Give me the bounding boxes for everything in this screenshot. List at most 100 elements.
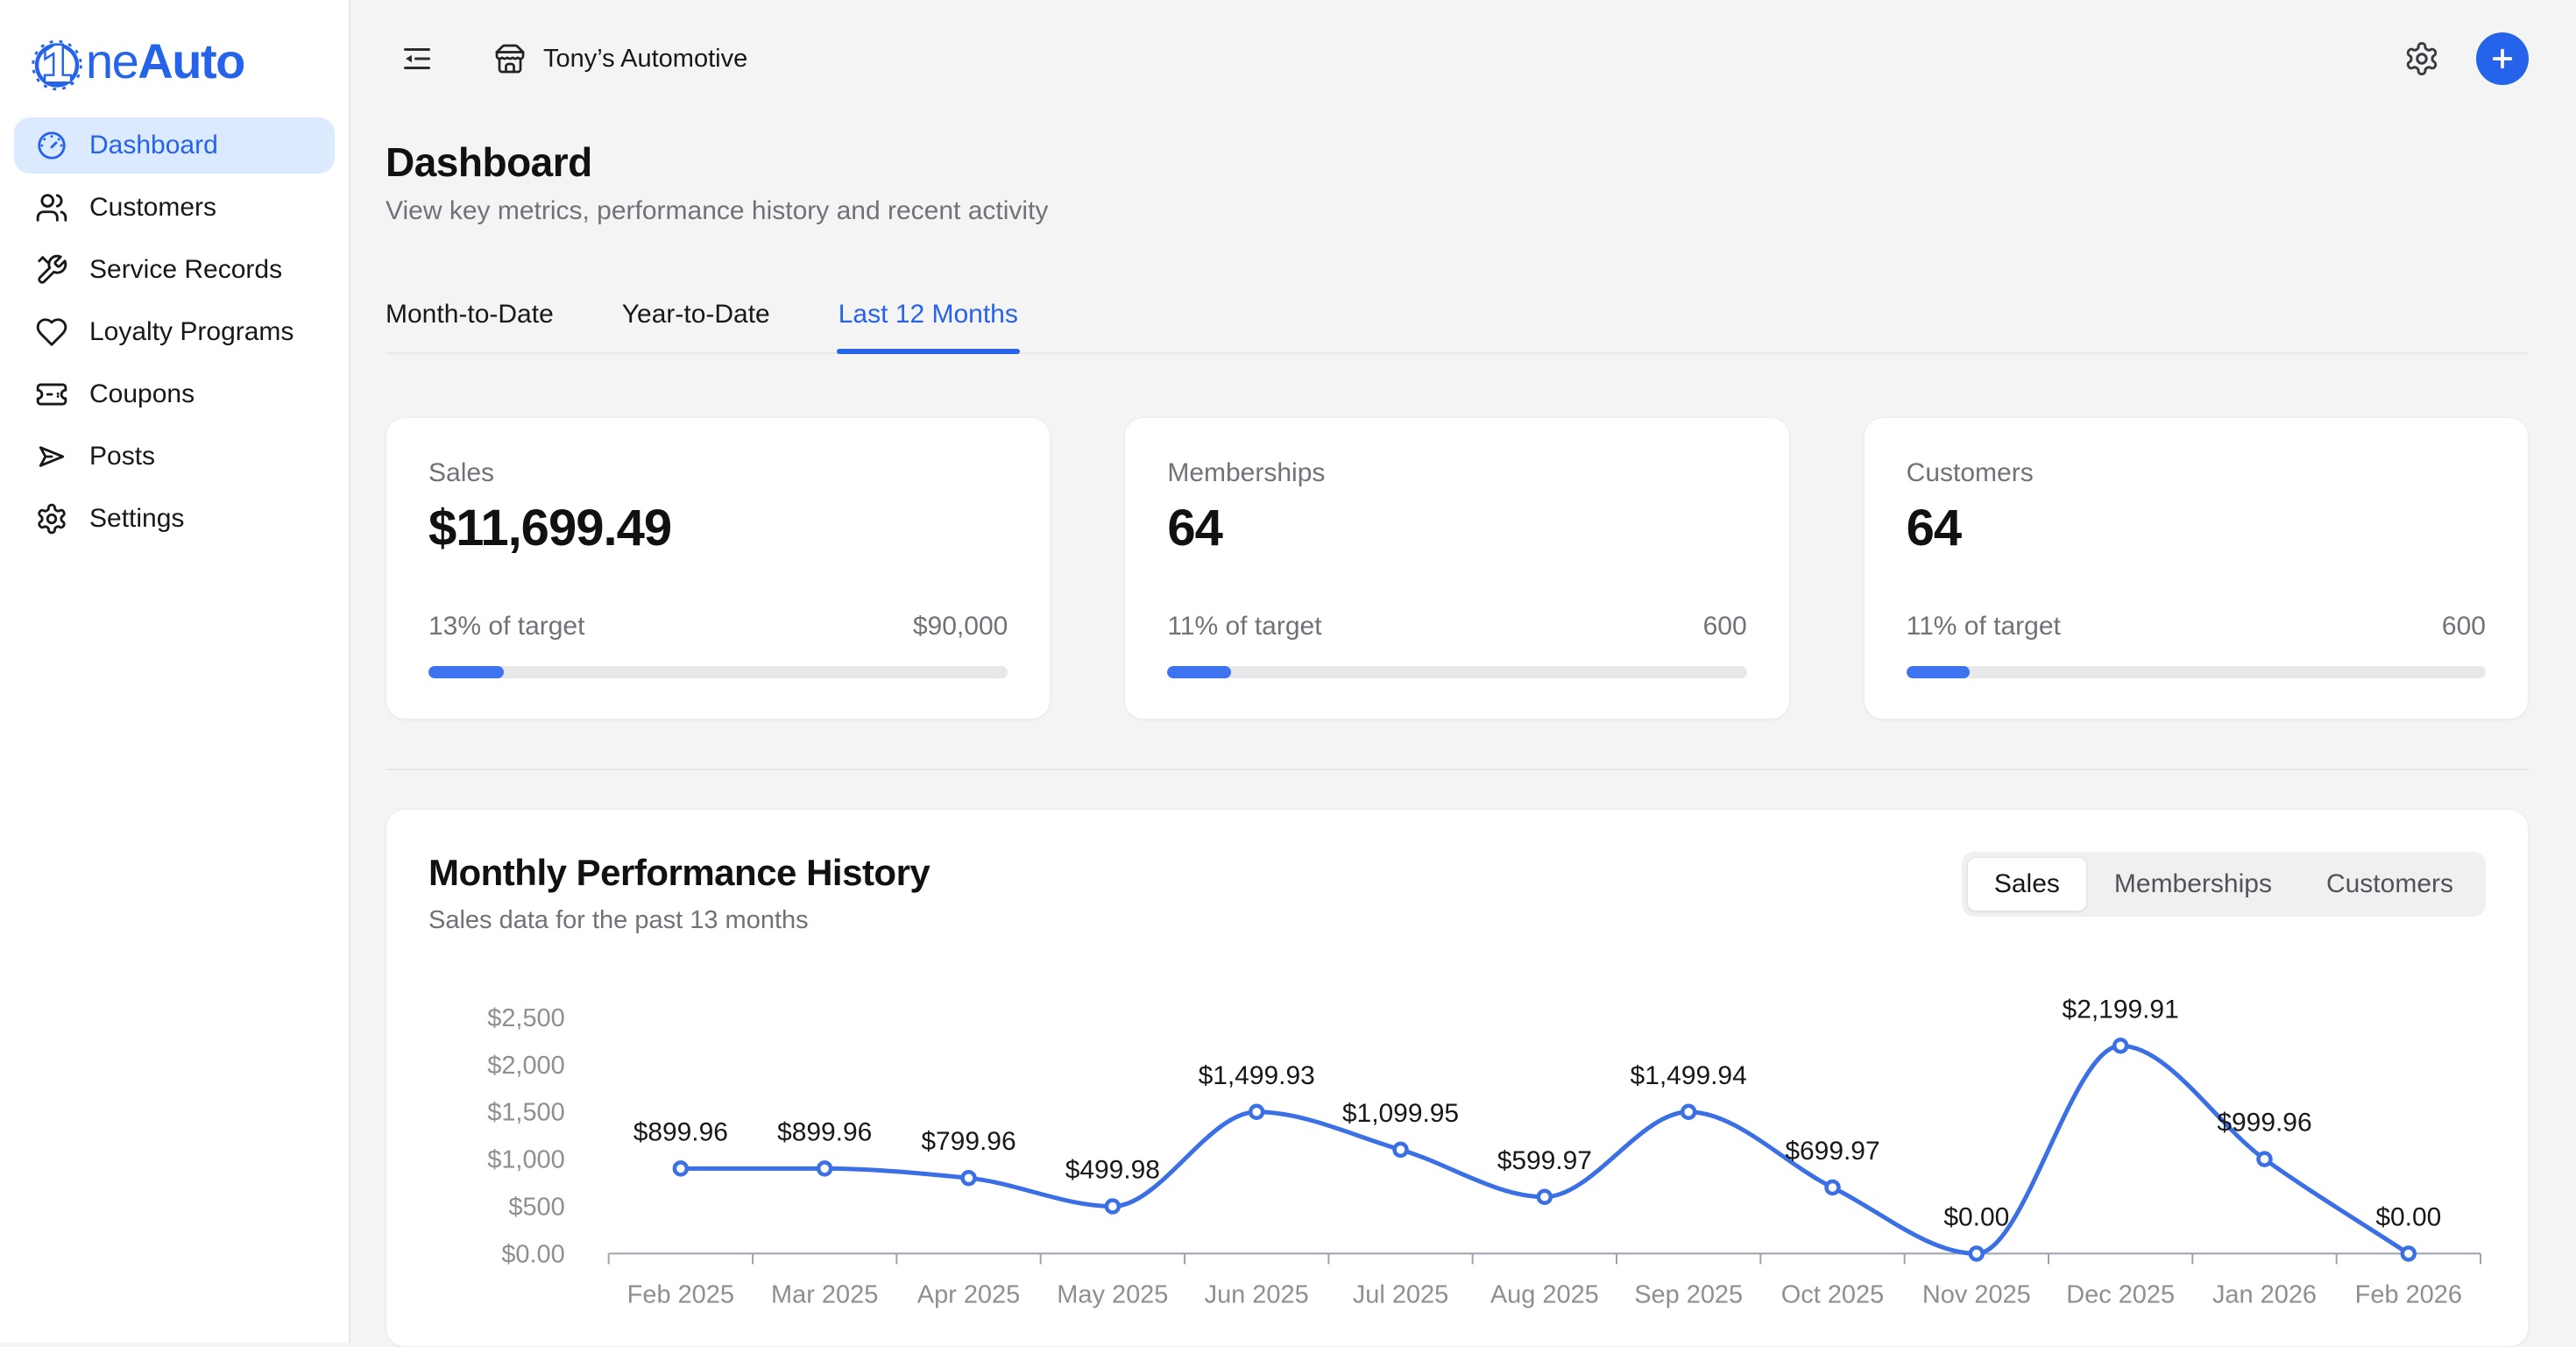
svg-text:Nov 2025: Nov 2025: [1922, 1280, 2031, 1308]
toggle-memberships[interactable]: Memberships: [2113, 869, 2272, 898]
gear-icon: [2406, 42, 2438, 75]
target-total: $90,000: [912, 612, 1008, 641]
sidebar-item-label: Coupons: [89, 379, 195, 408]
svg-text:$2,000: $2,000: [487, 1052, 565, 1080]
sidebar-item-posts[interactable]: Posts: [14, 429, 335, 485]
sidebar-item-label: Loyalty Programs: [89, 317, 294, 346]
svg-text:$0.00: $0.00: [501, 1240, 564, 1268]
sidebar-nav: Dashboard Customers Service Records Loya…: [14, 117, 335, 547]
chart-subtitle: Sales data for the past 13 months: [428, 906, 809, 934]
svg-text:Oct 2025: Oct 2025: [1781, 1280, 1884, 1308]
users-icon: [36, 194, 67, 222]
sidebar-item-coupons[interactable]: Coupons: [14, 366, 335, 422]
store-name: Tony’s Automotive: [543, 44, 748, 73]
heart-icon: [36, 318, 67, 346]
sidebar: 1 neAuto Dashboard Customers Service Rec…: [0, 0, 350, 1343]
sidebar-item-dashboard[interactable]: Dashboard: [14, 117, 335, 174]
topbar: Tony’s Automotive: [386, 0, 2529, 117]
progress-fill: [428, 666, 504, 678]
sidebar-collapse-button[interactable]: [398, 39, 436, 78]
card-label: Sales: [428, 458, 495, 487]
svg-text:$599.97: $599.97: [1497, 1146, 1592, 1175]
storefront-icon: [495, 44, 525, 74]
progress-bar: [1906, 666, 2486, 678]
svg-text:$0.00: $0.00: [1943, 1202, 2009, 1231]
brand-logo-icon: 1: [32, 33, 82, 91]
svg-text:$499.98: $499.98: [1065, 1156, 1160, 1185]
target-total: 600: [2441, 612, 2486, 641]
gear-icon: [38, 503, 66, 535]
chart-title: Monthly Performance History: [428, 852, 931, 893]
sidebar-item-settings[interactable]: Settings: [14, 491, 335, 547]
sidebar-item-label: Settings: [89, 504, 185, 533]
page-title: Dashboard: [386, 139, 592, 185]
svg-text:Feb 2025: Feb 2025: [627, 1280, 734, 1308]
svg-text:$899.96: $899.96: [777, 1117, 872, 1146]
brand-name: neAuto: [86, 32, 245, 89]
sidebar-item-customers[interactable]: Customers: [14, 180, 335, 236]
svg-text:Jul 2025: Jul 2025: [1353, 1280, 1448, 1308]
ticket-icon: [36, 383, 67, 406]
svg-text:$1,000: $1,000: [487, 1146, 565, 1174]
card-label: Customers: [1906, 458, 2034, 487]
svg-text:Feb 2026: Feb 2026: [2355, 1280, 2462, 1308]
memberships-card: Memberships 64 11% of target 600: [1124, 417, 1790, 720]
svg-text:$899.96: $899.96: [633, 1117, 728, 1146]
sales-line-chart: $0.00 $500 $1,000 $1,500 $2,000 $2,500 Feb 202…: [487, 995, 2481, 1308]
svg-text:May 2025: May 2025: [1057, 1280, 1168, 1308]
svg-text:$999.96: $999.96: [2217, 1109, 2311, 1138]
tab-year-to-date[interactable]: Year-to-Date: [621, 300, 770, 329]
metric-cards: Sales $11,699.49 13% of target $90,000 M…: [386, 417, 2529, 720]
target-percent: 13% of target: [428, 612, 585, 641]
sidebar-item-label: Customers: [89, 193, 217, 222]
progress-bar: [1167, 666, 1747, 678]
add-button[interactable]: [2476, 32, 2529, 85]
topbar-actions: [2401, 32, 2529, 85]
toggle-customers[interactable]: Customers: [2325, 869, 2453, 898]
svg-text:Jan 2026: Jan 2026: [2212, 1280, 2317, 1308]
svg-text:$2,199.91: $2,199.91: [2063, 995, 2179, 1024]
period-tabs: Month-to-Date Year-to-Date Last 12 Month…: [386, 300, 2529, 354]
svg-text:$500: $500: [508, 1194, 564, 1222]
tools-icon: [38, 254, 67, 284]
progress-fill: [1167, 666, 1232, 678]
customers-card: Customers 64 11% of target 600: [1863, 417, 2529, 720]
svg-text:Aug 2025: Aug 2025: [1490, 1280, 1599, 1308]
settings-button[interactable]: [2401, 38, 2443, 80]
svg-text:$1,499.93: $1,499.93: [1199, 1061, 1315, 1090]
sidebar-item-label: Posts: [89, 442, 156, 471]
toggle-sales[interactable]: Sales: [1966, 857, 2087, 911]
svg-text:$1,499.94: $1,499.94: [1631, 1061, 1747, 1090]
card-value: 64: [1167, 500, 1223, 557]
tab-last-12-months[interactable]: Last 12 Months: [836, 300, 1020, 354]
svg-text:$799.96: $799.96: [921, 1127, 1016, 1156]
chart-series-toggle: Sales Memberships Customers: [1961, 852, 2486, 917]
card-label: Memberships: [1167, 458, 1326, 487]
svg-text:$0.00: $0.00: [2375, 1202, 2441, 1231]
tab-month-to-date[interactable]: Month-to-Date: [386, 300, 554, 329]
svg-text:Apr 2025: Apr 2025: [917, 1280, 1020, 1308]
target-percent: 11% of target: [1167, 612, 1322, 641]
svg-text:$699.97: $699.97: [1785, 1137, 1879, 1166]
page-subtitle: View key metrics, performance history an…: [386, 196, 1049, 225]
store-switcher[interactable]: Tony’s Automotive: [494, 43, 747, 74]
svg-text:Mar 2025: Mar 2025: [771, 1280, 878, 1308]
svg-text:$1,099.95: $1,099.95: [1342, 1099, 1459, 1128]
svg-text:$2,500: $2,500: [487, 1004, 565, 1032]
target-percent: 11% of target: [1906, 612, 2061, 641]
svg-text:$1,500: $1,500: [487, 1099, 565, 1127]
svg-text:Jun 2025: Jun 2025: [1205, 1280, 1309, 1308]
main-content: Tony’s Automotive Dashboard View key met…: [350, 0, 2576, 1347]
card-value: $11,699.49: [428, 500, 672, 557]
progress-bar: [428, 666, 1008, 678]
sidebar-item-loyalty-programs[interactable]: Loyalty Programs: [14, 304, 335, 360]
section-divider: [386, 769, 2529, 770]
brand-logo[interactable]: 1 neAuto: [14, 25, 335, 117]
plus-icon: [2492, 48, 2513, 69]
svg-text:1: 1: [43, 35, 72, 91]
sidebar-collapse-icon: [404, 48, 430, 69]
sidebar-item-label: Dashboard: [89, 131, 218, 160]
sidebar-item-service-records[interactable]: Service Records: [14, 242, 335, 298]
progress-fill: [1906, 666, 1971, 678]
send-icon: [39, 446, 65, 467]
